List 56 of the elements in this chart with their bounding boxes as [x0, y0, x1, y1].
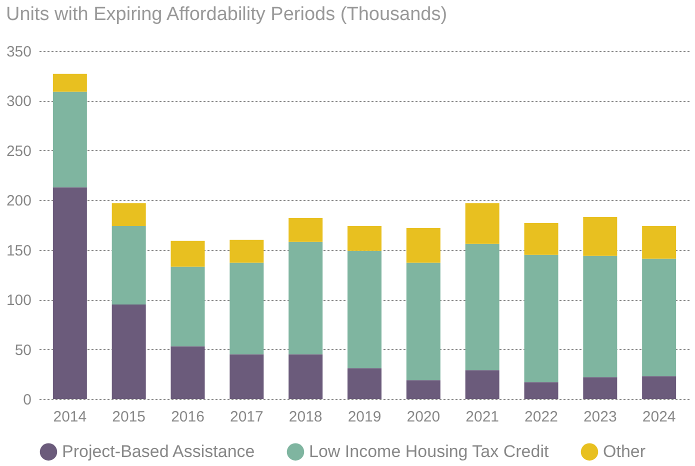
- bar: [406, 380, 440, 399]
- bar: [642, 226, 676, 259]
- x-tick-label: 2021: [466, 408, 500, 426]
- bar: [288, 354, 323, 399]
- bar: [583, 217, 618, 256]
- bar: [348, 226, 382, 251]
- x-tick-label: 2016: [171, 408, 204, 426]
- y-tick-label: 100: [6, 292, 32, 310]
- chart-title: Units with Expiring Affordability Periods (Thousands): [6, 4, 448, 25]
- bar: [52, 92, 87, 188]
- x-tick-label: 2018: [288, 408, 322, 426]
- x-tick-label: 2022: [524, 408, 558, 426]
- x-tick-label: 2019: [348, 408, 382, 426]
- bar: [406, 262, 440, 380]
- bar: [465, 244, 500, 370]
- bar: [288, 242, 323, 354]
- x-tick-label: 2023: [583, 408, 617, 426]
- y-tick-label: 150: [6, 242, 32, 260]
- bar: [642, 376, 676, 399]
- bar: [52, 187, 87, 399]
- y-tick-label: 0: [23, 392, 32, 408]
- bar: [112, 304, 146, 399]
- bar: [348, 368, 382, 399]
- bar: [524, 382, 558, 399]
- bar: [524, 254, 558, 382]
- bar: [112, 226, 146, 305]
- bar: [52, 74, 87, 92]
- bar: [230, 240, 264, 263]
- x-tick-label: 2024: [642, 408, 676, 426]
- bar: [583, 377, 618, 399]
- bar: [230, 354, 264, 399]
- bar: [170, 240, 205, 267]
- bar: [465, 203, 500, 244]
- bar: [348, 250, 382, 368]
- y-tick-label: 300: [6, 93, 32, 110]
- x-tick-label: 2020: [406, 408, 440, 426]
- y-tick-label: 50: [14, 342, 32, 359]
- bar: [524, 223, 558, 255]
- bar: [642, 258, 676, 376]
- legend-label: Project-Based Assistance: [62, 442, 255, 461]
- x-tick-label: 2015: [112, 408, 146, 426]
- bar: [170, 266, 205, 346]
- legend-label: Low Income Housing Tax Credit: [309, 442, 549, 461]
- bar: [465, 370, 500, 399]
- bar: [583, 256, 618, 378]
- x-tick-label: 2014: [53, 408, 87, 426]
- y-tick-label: 200: [6, 192, 32, 210]
- bar: [288, 218, 323, 242]
- y-tick-label: 350: [6, 44, 32, 60]
- bar: [112, 203, 146, 226]
- legend-label: Other: [603, 442, 646, 461]
- bar: [406, 228, 440, 263]
- bar: [230, 262, 264, 354]
- y-tick-label: 250: [6, 142, 32, 160]
- x-tick-label: 2017: [230, 408, 264, 426]
- bar: [170, 346, 205, 399]
